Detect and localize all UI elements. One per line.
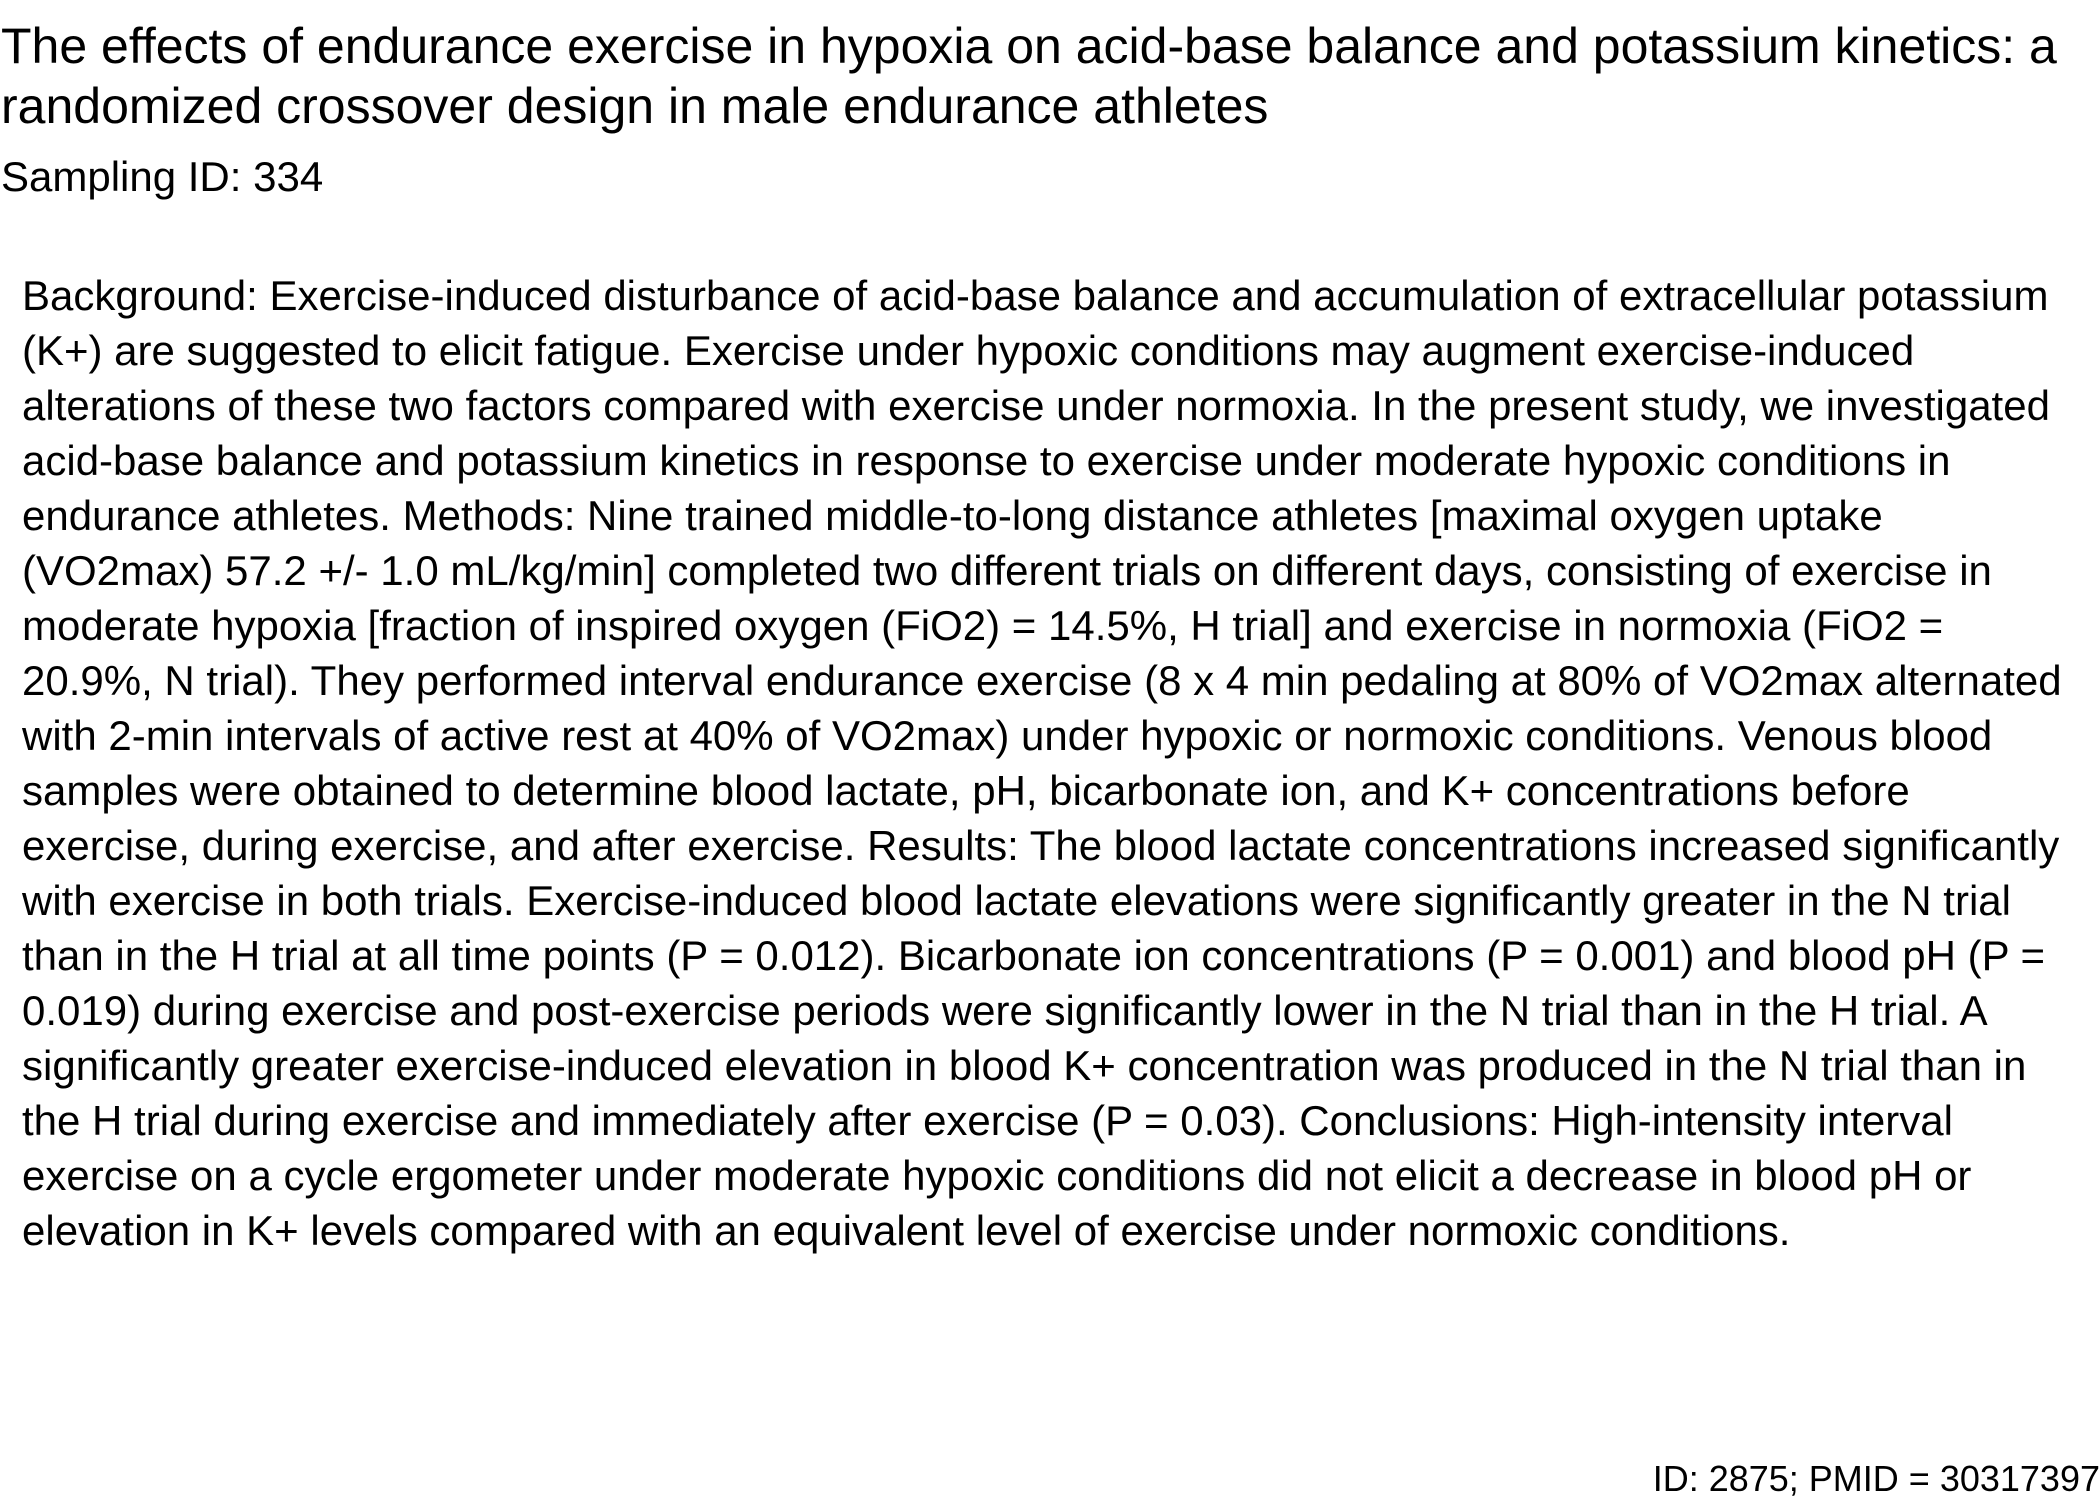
sampling-id: Sampling ID: 334: [1, 153, 324, 200]
abstract-text: Background: Exercise-induced disturbance…: [22, 272, 2062, 1254]
record-id: ID: 2875; PMID = 30317397: [1652, 1458, 2100, 1499]
document-title: The effects of endurance exercise in hyp…: [1, 18, 2057, 134]
